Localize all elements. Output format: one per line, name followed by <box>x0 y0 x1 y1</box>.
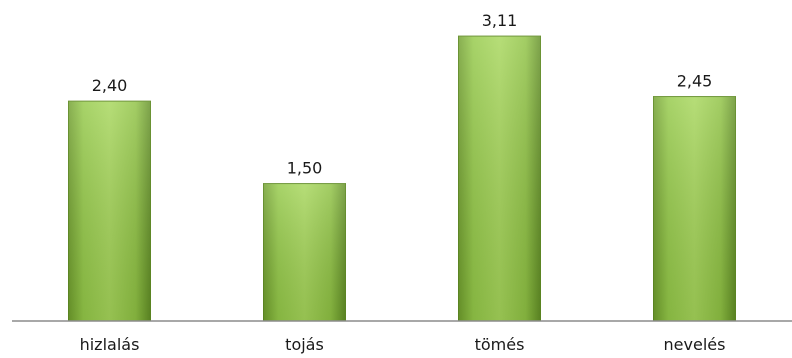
bar-shade-3 <box>653 96 736 321</box>
bar-shade-0 <box>68 101 151 321</box>
bar-shade-2 <box>458 36 541 322</box>
value-labels-group: 2,40 1,50 3,11 2,45 <box>92 11 713 177</box>
value-label-3: 2,45 <box>677 72 713 91</box>
category-label-0: hizlalás <box>80 335 140 354</box>
value-label-2: 3,11 <box>482 11 518 30</box>
category-label-2: tömés <box>475 335 525 354</box>
value-label-1: 1,50 <box>287 159 323 178</box>
category-label-3: nevelés <box>664 335 726 354</box>
bars-group <box>68 35 736 322</box>
category-label-1: tojás <box>285 335 324 354</box>
bar-shade-1 <box>263 183 346 321</box>
x-tick-labels-group: hizlalás tojás tömés nevelés <box>80 335 726 354</box>
value-label-0: 2,40 <box>92 76 128 95</box>
